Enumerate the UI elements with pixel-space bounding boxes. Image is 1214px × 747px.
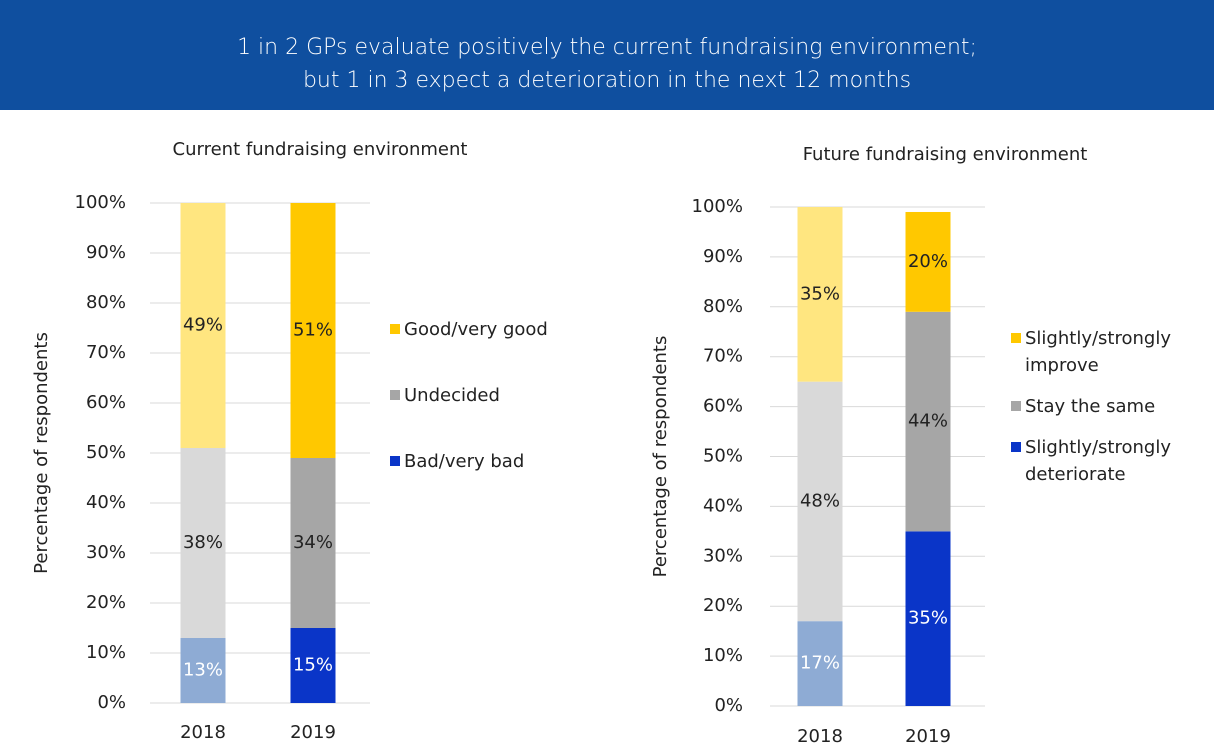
- y-tick-label: 20%: [703, 595, 743, 616]
- y-tick-label: 100%: [75, 192, 126, 213]
- bar-segment: [797, 621, 843, 706]
- bar-segment: [905, 531, 951, 706]
- chart-title: Future fundraising environment: [803, 144, 1088, 165]
- y-tick-label: 40%: [703, 495, 743, 516]
- y-tick-label: 30%: [86, 542, 126, 563]
- header-title: but 1 in 3 expect a deterioration in the…: [303, 68, 911, 93]
- legend-label: Undecided: [404, 385, 500, 406]
- y-tick-label: 80%: [86, 292, 126, 313]
- legend-swatch: [1011, 401, 1021, 411]
- legend: Good/very good Undecided Bad/very bad: [390, 316, 590, 475]
- y-axis-label: Percentage of respondents: [31, 332, 52, 574]
- data-label: 38%: [183, 532, 223, 553]
- legend-item: Slightly/strongly improve: [1011, 325, 1211, 379]
- legend-swatch: [1011, 442, 1021, 452]
- legend-box: Good/very good Undecided Bad/very bad: [390, 316, 590, 475]
- data-label: 34%: [293, 532, 333, 553]
- bar-segment: [290, 628, 336, 703]
- bar-segment: [905, 211, 951, 312]
- data-label: 48%: [800, 490, 840, 511]
- bar-segment: [180, 638, 226, 703]
- legend-swatch: [390, 324, 400, 334]
- bar-segment: [797, 381, 843, 622]
- y-tick-label: 60%: [86, 392, 126, 413]
- y-tick-label: 30%: [703, 545, 743, 566]
- legend-swatch: [390, 390, 400, 400]
- legend-item: Good/very good: [390, 316, 590, 343]
- x-tick-label: 2018: [797, 726, 843, 747]
- bar-segment: [290, 203, 336, 458]
- x-tick-label: 2019: [290, 722, 336, 743]
- data-label: 17%: [800, 653, 840, 674]
- y-tick-label: 10%: [703, 645, 743, 666]
- y-tick-label: 60%: [703, 396, 743, 417]
- y-axis-label: Percentage of respondents: [650, 336, 671, 578]
- header-banner: [0, 0, 1214, 110]
- legend: Slightly/strongly improve Stay the same Sl…: [1011, 325, 1211, 488]
- y-tick-label: 0%: [714, 695, 743, 716]
- legend-label: Slightly/strongly deteriorate: [1025, 437, 1171, 485]
- legend-item: Slightly/strongly deteriorate: [1011, 434, 1211, 488]
- y-tick-label: 40%: [86, 492, 126, 513]
- legend-label: Bad/very bad: [404, 451, 525, 472]
- data-label: 35%: [800, 283, 840, 304]
- data-label: 44%: [908, 411, 948, 432]
- legend-item: Undecided: [390, 382, 590, 409]
- y-tick-label: 80%: [703, 296, 743, 317]
- bar-segment: [905, 311, 951, 532]
- header-title: 1 in 2 GPs evaluate positively the curre…: [237, 35, 977, 60]
- y-tick-label: 0%: [97, 692, 126, 713]
- y-tick-label: 90%: [703, 246, 743, 267]
- data-label: 15%: [293, 655, 333, 676]
- data-label: 35%: [908, 608, 948, 629]
- data-label: 51%: [293, 320, 333, 341]
- y-tick-label: 50%: [703, 446, 743, 467]
- y-tick-label: 70%: [703, 346, 743, 367]
- bar-segment: [797, 207, 843, 382]
- bar-segment: [290, 458, 336, 628]
- y-tick-label: 10%: [86, 642, 126, 663]
- legend-swatch: [390, 456, 400, 466]
- y-tick-label: 70%: [86, 342, 126, 363]
- legend-label: Stay the same: [1025, 396, 1156, 417]
- legend-swatch: [1011, 333, 1021, 343]
- x-tick-label: 2018: [180, 722, 226, 743]
- x-tick-label: 2019: [905, 726, 951, 747]
- y-tick-label: 100%: [692, 196, 743, 217]
- legend-box: Slightly/strongly improve Stay the same Sl…: [1011, 325, 1211, 488]
- legend-label: Good/very good: [404, 319, 548, 340]
- y-tick-label: 90%: [86, 242, 126, 263]
- bar-segment: [180, 203, 226, 448]
- legend-label: Slightly/strongly improve: [1025, 328, 1171, 376]
- y-tick-label: 50%: [86, 442, 126, 463]
- bar-segment: [180, 448, 226, 638]
- y-tick-label: 20%: [86, 592, 126, 613]
- chart-title: Current fundraising environment: [173, 139, 468, 160]
- data-label: 20%: [908, 251, 948, 272]
- legend-item: Stay the same: [1011, 393, 1211, 420]
- data-label: 49%: [183, 315, 223, 336]
- data-label: 13%: [183, 660, 223, 681]
- legend-item: Bad/very bad: [390, 448, 590, 475]
